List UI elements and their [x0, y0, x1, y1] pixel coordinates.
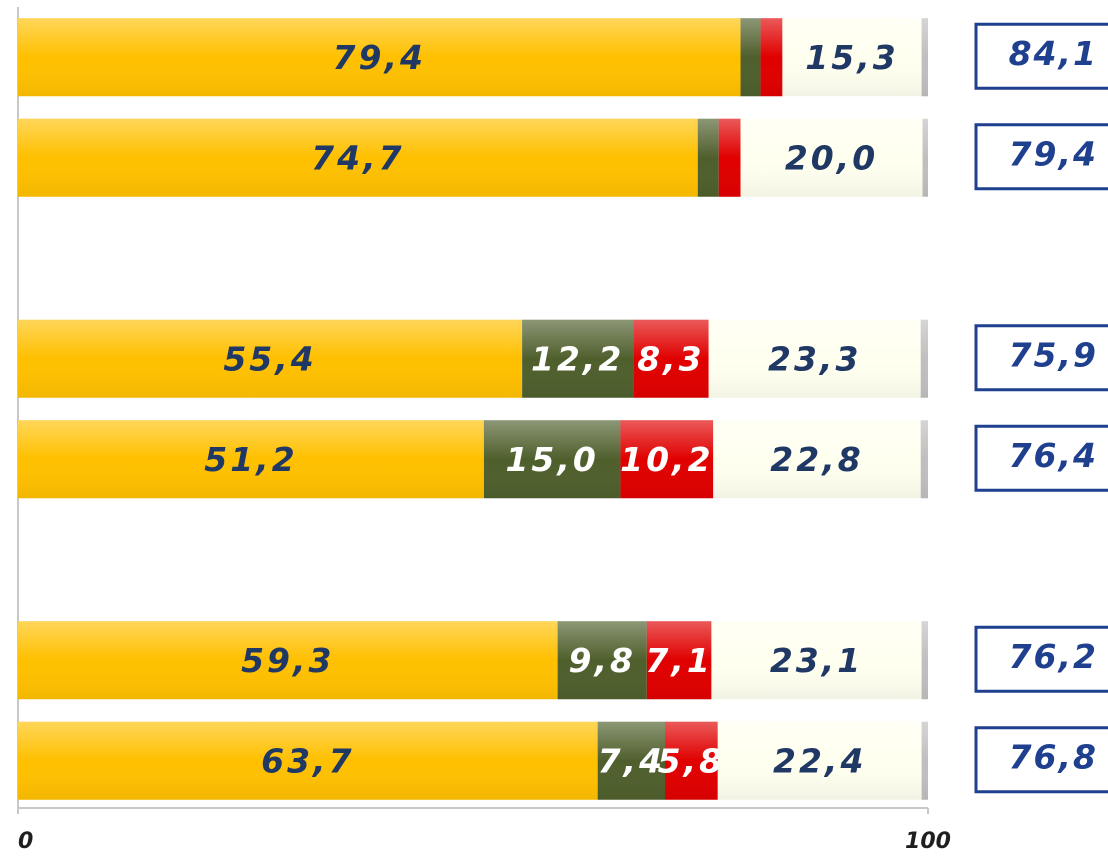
bar-shine	[718, 118, 741, 197]
bar-shine	[740, 18, 761, 97]
data-label: 59,3	[241, 641, 334, 680]
bar-shine	[717, 721, 922, 800]
data-label: 74,7	[311, 138, 404, 177]
data-label: 23,3	[768, 339, 861, 378]
bar-shine	[920, 420, 928, 499]
data-label: 63,7	[261, 741, 354, 780]
total-label: 79,4	[1009, 134, 1098, 173]
total-box	[974, 424, 1108, 492]
bar-shine	[483, 420, 621, 499]
data-label: 15,0	[505, 440, 598, 479]
x-tick-label: 100	[905, 829, 951, 854]
bar-shine	[646, 621, 712, 700]
total-box	[974, 324, 1108, 392]
total-label: 75,9	[1009, 335, 1098, 374]
data-label: 22,4	[773, 741, 866, 780]
data-label: 9,8	[568, 641, 635, 680]
total-label: 84,1	[1009, 34, 1098, 73]
bar-shine	[921, 721, 928, 800]
bar-shine	[18, 18, 741, 97]
data-label: 79,4	[333, 38, 426, 77]
bar-shine	[18, 118, 698, 197]
total-box	[974, 625, 1108, 693]
bar-shine	[620, 420, 714, 499]
bar-shine	[740, 118, 923, 197]
data-label: 51,2	[204, 440, 297, 479]
data-label: 5,8	[658, 741, 725, 780]
bar-shine	[633, 319, 709, 398]
data-label: 10,2	[620, 440, 713, 479]
total-label: 76,8	[1009, 737, 1098, 776]
bar-shine	[760, 18, 783, 97]
bar-shine	[18, 721, 598, 800]
data-label: 8,3	[637, 339, 704, 378]
bar-shine	[708, 319, 921, 398]
bar-shine	[522, 319, 634, 398]
x-tick-label: 0	[18, 829, 33, 854]
data-label: 22,8	[770, 440, 863, 479]
data-label: 15,3	[805, 38, 898, 77]
data-label: 12,2	[531, 339, 624, 378]
bar-shine	[922, 118, 928, 197]
bar-shine	[920, 319, 928, 398]
bar-shine	[597, 721, 666, 800]
bar-shine	[921, 621, 928, 700]
bar-shine	[665, 721, 718, 800]
data-label: 7,4	[598, 741, 665, 780]
bar-shine	[18, 319, 523, 398]
total-label: 76,4	[1009, 436, 1098, 475]
data-label: 55,4	[223, 339, 316, 378]
data-label: 20,0	[785, 138, 878, 177]
bar-shine	[711, 621, 922, 700]
bar-shine	[713, 420, 921, 499]
bar-shine	[697, 118, 719, 197]
total-box	[974, 22, 1108, 90]
total-box	[974, 123, 1108, 191]
data-label: 7,1	[645, 641, 712, 680]
total-label: 76,2	[1009, 637, 1098, 676]
bar-shine	[18, 420, 484, 499]
bar-shine	[782, 18, 922, 97]
bar-shine	[557, 621, 647, 700]
data-label: 23,1	[770, 641, 863, 680]
bar-shine	[921, 18, 928, 97]
bar-shine	[18, 621, 558, 700]
total-box	[974, 726, 1108, 794]
